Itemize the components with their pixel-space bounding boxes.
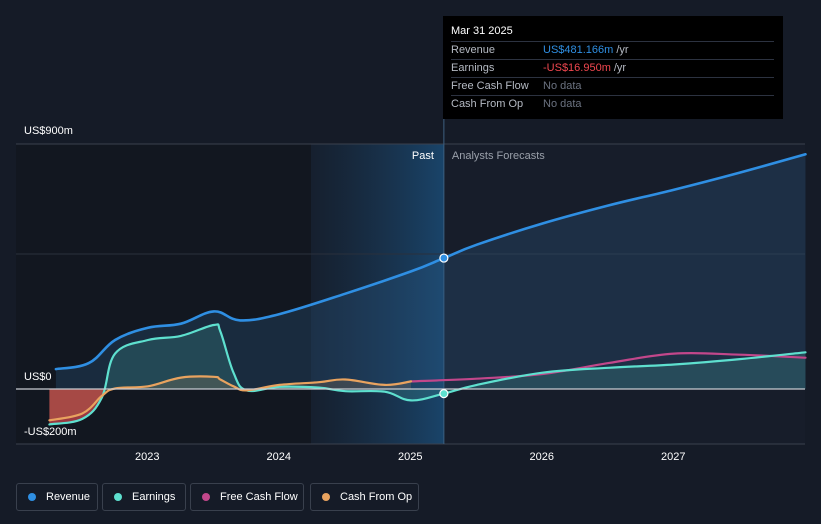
earnings-marker [439,389,449,399]
revenue-area [55,154,806,389]
x-tick-label: 2027 [661,451,686,463]
tooltip-row-earnings: Earnings -US$16.950m /yr [451,59,774,77]
x-tick-label: 2023 [135,451,160,463]
legend-dot-icon [322,493,330,501]
tooltip-date: Mar 31 2025 [451,25,513,37]
revenue-marker [439,253,449,263]
free-cash-flow-line [409,351,807,383]
tooltip-value: US$481.166m [543,44,614,56]
earnings-line [48,323,807,426]
x-tick-label: 2026 [529,451,554,463]
legend-label: Free Cash Flow [220,491,298,503]
x-tick-label: 2025 [398,451,423,463]
past-highlight-region [311,144,444,444]
x-tick-label: 2024 [266,451,291,463]
y-tick-label: US$900m [24,125,73,137]
tooltip-value: No data [543,80,582,92]
earnings-negative-area [49,389,109,425]
forecast-section-label: Analysts Forecasts [451,150,545,162]
legend-earnings[interactable]: Earnings [102,483,186,511]
tooltip-label: Cash From Op [451,98,524,110]
legend-label: Revenue [46,491,91,503]
forecast-region [443,144,805,444]
past-section-label: Past [411,150,434,162]
tooltip-row-cash-from-op: Cash From Op No data [451,95,774,113]
tooltip-value: No data [543,98,582,110]
hover-tooltip: Mar 31 2025 Revenue US$481.166m /yr Earn… [443,16,783,119]
y-tick-label: -US$200m [24,426,77,438]
tooltip-row-revenue: Revenue US$481.166m /yr [451,41,774,59]
legend-free-cash-flow[interactable]: Free Cash Flow [190,483,304,511]
legend-dot-icon [28,493,36,501]
earnings-area [49,324,806,425]
tooltip-label: Revenue [451,44,496,56]
revenue-line [54,153,807,371]
legend-label: Cash From Op [340,491,413,503]
legend-label: Earnings [132,491,176,503]
tooltip-unit: /yr [613,62,627,74]
y-tick-label: US$0 [24,371,52,383]
legend-cash-from-op[interactable]: Cash From Op [310,483,419,511]
tooltip-label: Earnings [451,62,495,74]
tooltip-unit: /yr [616,44,629,56]
legend-revenue[interactable]: Revenue [16,483,98,511]
tooltip-label: Free Cash Flow [451,80,529,92]
legend-dot-icon [114,493,122,501]
tooltip-value: -US$16.950m [543,62,611,74]
legend-dot-icon [202,493,210,501]
cash-from-op-line [48,375,413,422]
tooltip-row-free-cash-flow: Free Cash Flow No data [451,77,774,95]
